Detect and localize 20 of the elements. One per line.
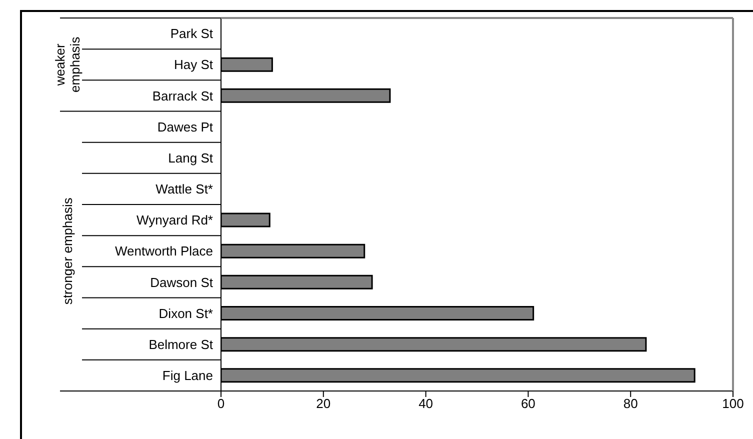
x-tick-label: 20	[316, 396, 331, 412]
y-tick-label: Dixon St*	[158, 306, 213, 321]
y-tick-label: Wynyard Rd*	[136, 212, 213, 228]
y-tick-label: Hay St	[174, 57, 214, 72]
text: weaker emphasis	[52, 36, 82, 92]
y-tick-label: Wentworth Place	[114, 244, 213, 259]
y-tick-label: Belmore St	[148, 336, 214, 352]
y-tick-label: Barrack St	[152, 88, 214, 104]
x-tick-label: 60	[520, 396, 536, 412]
y-tick-label: Dawes Pt	[157, 119, 214, 134]
x-tick-label: 100	[722, 396, 744, 412]
y-tick-label: Lang St	[168, 150, 214, 166]
text: stronger emphasis	[60, 197, 75, 305]
x-tick-label: 80	[623, 396, 638, 412]
x-tick-label: 40	[418, 396, 434, 412]
x-tick-label: 0	[217, 396, 225, 412]
y-tick-label: Dawson St	[150, 274, 214, 290]
y-tick-label: Park St	[170, 26, 214, 42]
y-tick-label: Wattle St*	[156, 182, 213, 197]
y-tick-label: Fig Lane	[162, 368, 213, 384]
